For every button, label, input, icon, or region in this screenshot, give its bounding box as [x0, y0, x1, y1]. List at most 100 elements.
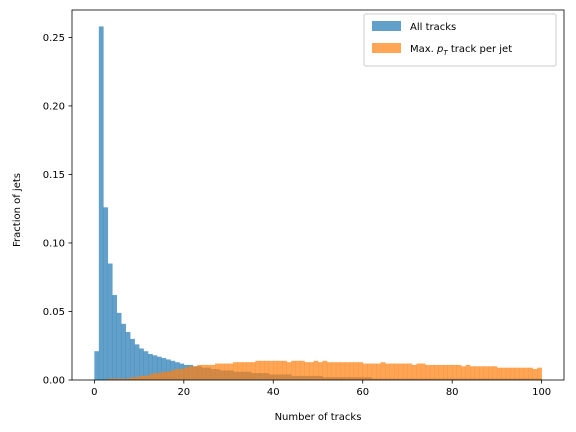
- histogram-bar: [148, 374, 153, 380]
- histogram-bar: [170, 370, 176, 380]
- histogram-bar: [152, 373, 158, 380]
- histogram-bar: [250, 362, 256, 380]
- histogram-bar: [394, 363, 399, 380]
- histogram-bar: [353, 362, 359, 380]
- histogram-bar: [161, 358, 167, 380]
- histogram-bar: [156, 356, 162, 380]
- histogram-bar: [170, 360, 176, 380]
- histogram-bar: [420, 363, 426, 380]
- histogram-bar: [219, 363, 225, 380]
- histogram-bar: [367, 363, 372, 380]
- histogram-bar: [376, 363, 381, 380]
- histogram-bar: [452, 364, 457, 380]
- histogram-bar: [130, 338, 135, 380]
- histogram-bar: [309, 362, 314, 380]
- x-axis: 0 20 40 60 80 100: [91, 380, 551, 398]
- histogram-bar: [143, 351, 149, 380]
- histogram-bar: [456, 364, 462, 380]
- histogram-bar: [411, 364, 417, 380]
- histogram-bar: [156, 373, 162, 380]
- histogram-bar: [438, 364, 444, 380]
- histogram-bar: [326, 362, 332, 380]
- axes-frame: [71, 9, 565, 381]
- histogram-bar: [264, 360, 270, 380]
- legend: All tracks Max. pT track per jet: [363, 13, 557, 67]
- histogram-bar: [371, 363, 377, 380]
- histogram-bar: [259, 360, 265, 380]
- histogram-bar: [537, 367, 542, 380]
- legend-swatch-all-tracks: [372, 21, 401, 31]
- histogram-bar: [183, 367, 189, 380]
- histogram-bar: [121, 378, 126, 380]
- histogram-bar: [514, 367, 520, 380]
- y-tick-label: 0.15: [43, 170, 65, 181]
- histogram-bar: [152, 355, 158, 380]
- y-tick-label: 0.00: [43, 376, 65, 387]
- histogram-bar: [130, 377, 135, 380]
- histogram-bar: [380, 362, 386, 380]
- histogram-bar: [116, 378, 122, 380]
- histogram-bar: [501, 367, 507, 380]
- y-tick-label: 0.05: [43, 307, 65, 318]
- legend-label-subscript: T: [443, 49, 448, 57]
- y-tick-label: 0.20: [43, 101, 65, 112]
- histogram-bar: [94, 351, 100, 380]
- histogram-bar: [179, 369, 185, 380]
- legend-label-suffix: track per jet: [448, 44, 513, 55]
- series-1: [107, 360, 542, 380]
- histogram-bar: [398, 363, 404, 380]
- histogram-bar: [532, 369, 538, 380]
- histogram-bar: [107, 263, 113, 380]
- histogram-bar: [434, 364, 440, 380]
- histogram-bar: [228, 363, 234, 380]
- x-axis-label: Number of tracks: [275, 412, 362, 423]
- histogram-bar: [300, 360, 305, 380]
- histogram-bar: [510, 367, 516, 380]
- legend-label-all-tracks: All tracks: [410, 22, 456, 33]
- histogram-bar: [479, 366, 484, 380]
- histogram-bar: [107, 378, 113, 380]
- histogram-bar: [416, 363, 422, 380]
- histogram-bar: [483, 366, 489, 380]
- histogram-bar: [318, 362, 323, 380]
- histogram-bar: [174, 369, 180, 380]
- histogram-bar: [277, 360, 283, 380]
- histogram-bar: [161, 371, 167, 380]
- y-tick-label: 0.10: [43, 238, 65, 249]
- x-tick-label: 20: [177, 387, 190, 398]
- histogram-bar: [282, 360, 287, 380]
- histogram-bar: [447, 364, 453, 380]
- histogram-bar: [286, 362, 292, 380]
- histogram-bar: [492, 366, 498, 380]
- histogram-bar: [304, 362, 310, 380]
- histogram-bar: [344, 362, 350, 380]
- histogram-bar: [103, 207, 109, 380]
- histogram-bar: [528, 367, 533, 380]
- histogram-bar: [188, 366, 194, 380]
- histogram-bar: [116, 312, 122, 380]
- histogram-bar: [407, 363, 413, 380]
- histogram-bar: [165, 359, 171, 380]
- histogram-bar: [233, 362, 238, 380]
- legend-swatch-max-pt-track: [372, 43, 401, 53]
- y-tick-label: 0.25: [43, 33, 65, 44]
- histogram-bar: [358, 362, 364, 380]
- x-tick-label: 0: [91, 387, 97, 398]
- histogram-bar: [295, 360, 301, 380]
- histogram-bar: [443, 364, 449, 380]
- histogram-bar: [112, 295, 118, 380]
- histogram-bar: [192, 366, 198, 380]
- histogram-bar: [241, 362, 247, 380]
- histogram-bar: [461, 366, 466, 380]
- histogram-bar: [389, 363, 395, 380]
- histogram-bar: [474, 366, 480, 380]
- histogram-bar: [148, 353, 153, 380]
- histogram-bar: [224, 363, 229, 380]
- histogram-bar: [349, 362, 355, 380]
- histogram-bar: [121, 323, 126, 380]
- y-axis-label: Fraction of jets: [12, 173, 23, 247]
- histogram-bar: [246, 362, 252, 380]
- histogram-bar: [112, 378, 118, 380]
- histogram-bar: [98, 26, 104, 380]
